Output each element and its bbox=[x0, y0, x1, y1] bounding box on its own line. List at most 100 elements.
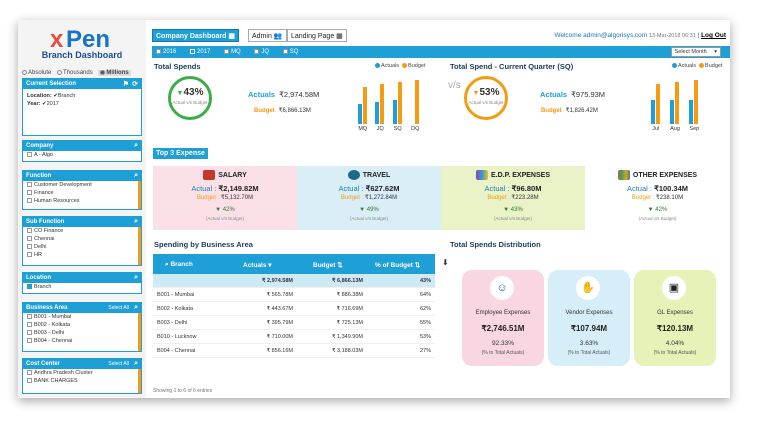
spending-table-title: Spending by Business Area bbox=[154, 240, 253, 249]
list-item[interactable]: Branch bbox=[23, 283, 141, 291]
bar-label: Aug bbox=[670, 126, 680, 132]
refresh-icon[interactable]: ⟳ bbox=[132, 81, 138, 88]
search-icon[interactable]: ⌕ bbox=[134, 172, 138, 179]
logout-link[interactable]: Log Out bbox=[701, 32, 726, 39]
list-item[interactable]: HR bbox=[23, 251, 141, 259]
month-select[interactable]: Select Month ▾ bbox=[670, 47, 721, 57]
function-panel: Function ⌕ Customer Development Finance H… bbox=[22, 170, 142, 210]
down-arrow-icon: ▼ bbox=[472, 90, 480, 97]
table-row[interactable]: B001 - Mumbai ₹ 565.78M ₹ 886.38M 64% bbox=[153, 288, 435, 302]
unit-thousands[interactable]: Thousands bbox=[57, 70, 95, 76]
list-item[interactable]: B001 - Mumbai bbox=[23, 313, 141, 321]
expense-pct-label: (Actual v/s Budget) bbox=[349, 216, 389, 221]
select-all-button[interactable]: Select All bbox=[108, 361, 129, 367]
quarter-bar-chart: MQ JQ SQ DQ bbox=[354, 80, 424, 132]
expense-name: OTHER EXPENSES bbox=[585, 170, 730, 180]
list-item[interactable]: Delhi bbox=[23, 243, 141, 251]
list-item[interactable]: A - Algo bbox=[23, 151, 141, 159]
expense-budget: Budget : ₹5,132.70M bbox=[196, 195, 254, 201]
unit-selector: Absolute Thousands Millions bbox=[22, 70, 133, 77]
spending-table: ⌕ Branch Actuals ▾ Budget ⇅ % of Budget … bbox=[153, 254, 435, 358]
dist-card-vendor: ✋ Vendor Expenses ₹107.94M 3.63% (% to T… bbox=[548, 270, 630, 366]
list-item[interactable]: Chennai bbox=[23, 235, 141, 243]
filter-year-2016[interactable]: 2016 bbox=[156, 49, 182, 55]
filter-year-2017[interactable]: 2017 bbox=[190, 49, 216, 55]
tab-company-dashboard[interactable]: Company Dashboard ▦ bbox=[152, 29, 239, 42]
filter-sq[interactable]: SQ bbox=[282, 49, 305, 55]
scrollbar[interactable] bbox=[138, 227, 141, 265]
check-icon: ✔ bbox=[53, 93, 58, 99]
panel-header: Sub Function ⌕ bbox=[23, 217, 141, 227]
list-item[interactable]: BANK CHARGES bbox=[23, 377, 141, 385]
table-row[interactable]: B004 - Chennai ₹ 856.16M ₹ 3,188.03M 27% bbox=[153, 344, 435, 358]
current-quarter-title: Total Spend - Current Quarter (SQ) bbox=[450, 62, 574, 71]
unit-millions[interactable]: Millions bbox=[98, 70, 131, 77]
scrollbar[interactable] bbox=[138, 313, 141, 351]
list-item[interactable]: Customer Development bbox=[23, 181, 141, 189]
select-all-button[interactable]: Select All bbox=[108, 305, 129, 311]
dist-pct: 4.04% bbox=[665, 340, 685, 347]
col-actuals[interactable]: Actuals ▾ bbox=[243, 262, 272, 269]
search-icon[interactable]: ⌕ bbox=[134, 142, 138, 149]
grid-icon: ▦ bbox=[336, 33, 343, 40]
cost-center-panel: Cost Center Select All ⌕ Andhra Pradesh Cl… bbox=[22, 358, 142, 394]
list-item[interactable]: B004 - Chennai bbox=[23, 337, 141, 345]
dist-value: ₹107.94M bbox=[570, 324, 608, 333]
table-row[interactable]: B002 - Kolkata ₹ 443.67M ₹ 716.69M 62% bbox=[153, 302, 435, 316]
tab-admin[interactable]: Admin 👥 bbox=[248, 29, 287, 42]
bookmark-icon[interactable]: ⚑ bbox=[122, 81, 129, 88]
user-welcome: Welcome admin@algorisys.com 13-Mar-2018 … bbox=[554, 32, 726, 39]
total-actuals: Actuals ₹2,974.58M bbox=[248, 90, 320, 99]
expense-pct-label: (Actual v/s Budget) bbox=[638, 216, 677, 221]
list-item[interactable]: Human Resources bbox=[23, 197, 141, 205]
scrollbar[interactable] bbox=[138, 181, 141, 209]
dist-value: ₹2,746.51M bbox=[481, 324, 525, 333]
quarter-actuals: Actuals ₹975.93M bbox=[540, 90, 606, 99]
plane-icon bbox=[347, 170, 360, 180]
scrollbar[interactable] bbox=[138, 369, 141, 393]
bar-actual bbox=[689, 99, 694, 124]
filter-mq[interactable]: MQ bbox=[224, 49, 247, 55]
company-panel: Company ⌕ A - Algo bbox=[22, 140, 142, 162]
list-item[interactable]: B002 - Kolkata bbox=[23, 321, 141, 329]
gauge-percent: ▼43% bbox=[176, 87, 204, 98]
search-icon[interactable]: ⌕ bbox=[134, 304, 138, 311]
table-row[interactable]: B010 - Lucknow ₹ 710.00M ₹ 1,349.90M 53% bbox=[153, 330, 435, 344]
distribution-title: Total Spends Distribution bbox=[450, 240, 541, 249]
download-icon[interactable]: ⬇ bbox=[442, 258, 449, 267]
down-arrow-icon: ▼ bbox=[647, 207, 654, 213]
expense-budget: Budget : ₹238.10M bbox=[631, 195, 684, 201]
panel-header: Function ⌕ bbox=[23, 171, 141, 181]
search-icon[interactable]: ⌕ bbox=[134, 360, 138, 367]
bar-label: SQ bbox=[393, 126, 402, 132]
filter-jq[interactable]: JQ bbox=[254, 49, 275, 55]
list-item[interactable]: Andhra Pradesh Cluster bbox=[23, 369, 141, 377]
top3-expense-title: Top 3 Expense bbox=[153, 148, 208, 159]
unit-absolute[interactable]: Absolute bbox=[22, 70, 53, 76]
down-arrow-icon: ▼ bbox=[359, 207, 366, 213]
tab-landing-page[interactable]: Landing Page ▦ bbox=[287, 29, 347, 42]
selection-year: Year: ✔2017 bbox=[27, 101, 59, 107]
search-icon[interactable]: ⌕ bbox=[134, 274, 138, 281]
search-icon[interactable]: ⌕ bbox=[134, 218, 138, 225]
bar-actual bbox=[392, 99, 397, 124]
col-pct-budget[interactable]: % of Budget ⇅ bbox=[375, 262, 421, 269]
quarter-budget: Budget ₹1,826.42M bbox=[541, 108, 598, 114]
bar-label: Sep bbox=[689, 126, 700, 132]
col-budget[interactable]: Budget ⇅ bbox=[313, 262, 343, 269]
total-budget: Budget ₹6,866.13M bbox=[254, 108, 311, 114]
total-spends-title: Total Spends bbox=[154, 62, 201, 71]
month-bar-chart: Jul Aug Sep bbox=[646, 80, 704, 132]
dist-card-employee: ☺ Employee Expenses ₹2,746.51M 92.33% (%… bbox=[462, 270, 544, 366]
app-window: x Pen Branch Dashboard Absolute Thousand… bbox=[18, 20, 730, 398]
bar-actual bbox=[357, 104, 362, 124]
list-item[interactable]: CO Finance bbox=[23, 227, 141, 235]
sidebar: x Pen Branch Dashboard Absolute Thousand… bbox=[18, 20, 146, 398]
table-row[interactable]: B003 - Delhi ₹ 395.79M ₹ 725.13M 55% bbox=[153, 316, 435, 330]
list-item[interactable]: Finance bbox=[23, 189, 141, 197]
list-item[interactable]: B003 - Delhi bbox=[23, 329, 141, 337]
col-branch[interactable]: ⌕ Branch bbox=[165, 261, 193, 268]
dist-value: ₹120.13M bbox=[656, 324, 694, 333]
down-arrow-icon: ▼ bbox=[176, 90, 184, 97]
expense-budget: Budget : ₹223.28M bbox=[487, 195, 539, 201]
